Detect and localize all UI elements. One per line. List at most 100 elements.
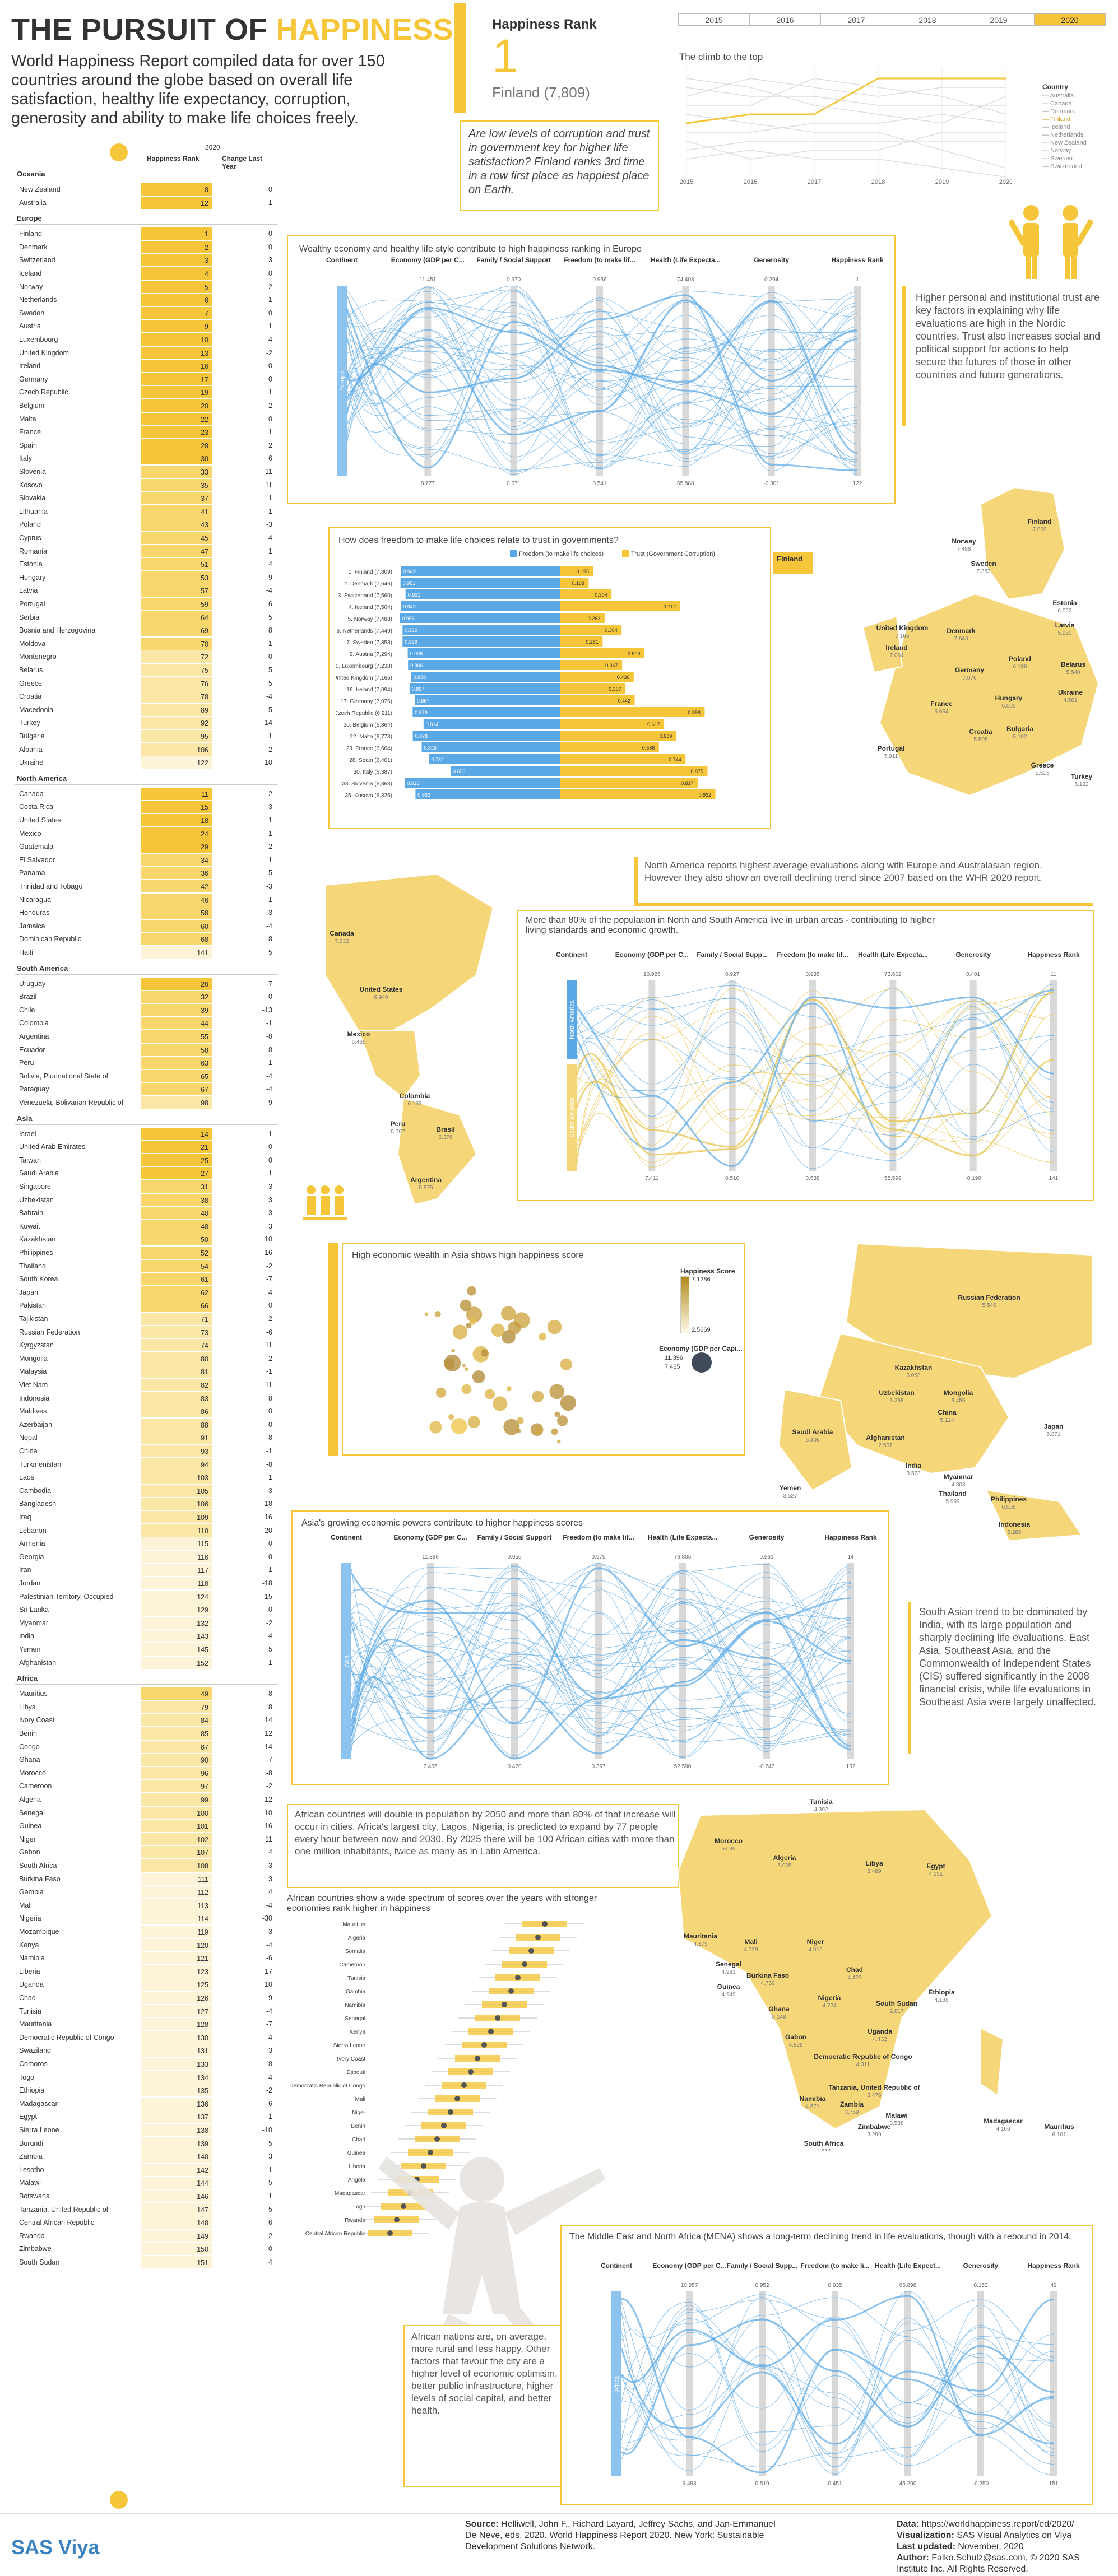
rank-cell: 105 [141, 1484, 212, 1497]
trust-row-label: 7. Sweden (7,353) [346, 640, 392, 646]
map-region [845, 1243, 1093, 1379]
rank-cell: 12 [141, 196, 212, 209]
trust-row-label: 17. Germany (7,076) [341, 699, 392, 705]
rank-cell: 152 [141, 1656, 212, 1669]
year-tab-2018[interactable]: 2018 [892, 13, 963, 26]
change-cell: -6 [266, 1954, 272, 1963]
table-row: Moldova 70 1 [15, 637, 278, 650]
change-cell: 4 [268, 1288, 272, 1296]
freedom-value: 0.825 [424, 745, 437, 751]
parallel-axis-max: 66.898 [899, 2282, 917, 2289]
country-name: Kenya [19, 1941, 39, 1949]
parallel-line [621, 2318, 1054, 2466]
table-row: Sri Lanka 129 0 [15, 1603, 278, 1616]
data-label: Data: [897, 2519, 920, 2529]
change-cell: -8 [266, 1033, 272, 1040]
change-cell: -4 [266, 1072, 272, 1080]
table-row: Taiwan 25 0 [15, 1154, 278, 1167]
parallel-line [346, 294, 858, 472]
map-country-label: Norway [952, 537, 976, 545]
parallel-line [621, 2318, 1054, 2455]
year-tab-2016[interactable]: 2016 [749, 13, 821, 26]
change-cell: 2 [268, 1354, 272, 1363]
map-country-label: Chad [846, 1966, 863, 1974]
table-row: Slovenia 33 11 [15, 465, 278, 478]
country-name: Czech Republic [19, 388, 68, 397]
country-name: Mongolia [19, 1354, 48, 1363]
freedom-bar [405, 778, 560, 788]
change-cell: 3 [268, 2152, 272, 2161]
year-tab-2019[interactable]: 2019 [963, 13, 1035, 26]
table-row: Senegal 100 10 [15, 1806, 278, 1820]
change-cell: 3 [268, 1486, 272, 1495]
map-country-label: Tunisia [809, 1798, 832, 1806]
freedom-value: 0.921 [408, 592, 421, 598]
country-name: Madagascar [19, 2099, 58, 2108]
table-row: Kyrgyzstan 74 11 [15, 1338, 278, 1352]
country-name: Morocco [19, 1769, 46, 1777]
parallel-axis-label: Family / Social Supp... [697, 951, 768, 959]
rank-cell: 15 [141, 801, 212, 813]
parallel-axis-min: 7.465 [423, 1764, 437, 1770]
map-country-value: 4.423 [847, 1975, 861, 1981]
map-country-value: 4.392 [814, 1807, 828, 1813]
country-name: Malta [19, 415, 36, 423]
parallel-line [346, 290, 858, 452]
africa-note: African countries will double in populat… [295, 1809, 676, 1857]
table-row: Algeria 99 -12 [15, 1793, 278, 1806]
country-name: Germany [19, 375, 48, 383]
country-name: Viet Nam [19, 1381, 48, 1389]
trust-bar [560, 589, 612, 599]
rank-cell: 30 [141, 452, 212, 465]
accent-bar [454, 3, 466, 113]
rank-cell: 63 [141, 1057, 212, 1070]
parallel-line [346, 302, 858, 462]
map-country-value: 7.165 [895, 633, 909, 639]
rank-cell: 112 [141, 1886, 212, 1899]
parallel-axis-min: 52.590 [674, 1764, 692, 1770]
africa-range-median [535, 1935, 541, 1940]
country-name: United Kingdom [19, 348, 69, 357]
table-row: Jamaica 60 -4 [15, 919, 278, 933]
rank-cell: 141 [141, 946, 212, 959]
africa-range-median [488, 2029, 494, 2034]
table-row: Ethiopia 135 -2 [15, 2084, 278, 2097]
americas-parallel-chart: Continent Economy (GDP per C... 10.926 7.41… [556, 951, 1080, 1182]
parallel-axis-label: Freedom (to make lif... [563, 1533, 634, 1541]
change-cell: 0 [268, 230, 272, 238]
trust-chart: Freedom (to make life choices) Trust (Gov… [336, 550, 716, 799]
freedom-value: 0.949 [403, 569, 416, 574]
map-country-label: Philippines [991, 1495, 1027, 1503]
table-row: Egypt 137 -1 [15, 2110, 278, 2123]
country-name: Nepal [19, 1434, 38, 1442]
year-tab-2020[interactable]: 2020 [1034, 13, 1106, 26]
rank-cell: 60 [141, 919, 212, 932]
map-country-label: Belarus [1061, 661, 1085, 668]
parallel-line [621, 2294, 1054, 2456]
africa-range-median [475, 2056, 480, 2061]
europe-note-box [902, 286, 1104, 426]
parallel-line [350, 1567, 851, 1747]
parallel-line [350, 1597, 851, 1760]
year-tab-2015[interactable]: 2015 [678, 13, 750, 26]
map-country-value: 5.546 [982, 1303, 996, 1309]
table-row: Colombia 44 -1 [15, 1016, 278, 1030]
rank-cell: 108 [141, 1859, 212, 1872]
change-cell: 7 [268, 1756, 272, 1764]
country-name: Mali [19, 1901, 32, 1909]
parallel-line [351, 1569, 851, 1743]
table-row: France 23 1 [15, 425, 278, 439]
trust-value: 0.367 [605, 663, 618, 668]
rank-cell: 54 [141, 1259, 212, 1272]
trust-bar [560, 789, 716, 799]
table-row: Luxembourg 10 4 [15, 333, 278, 346]
data-link[interactable]: https://worldhappiness.report/ed/2020/ [921, 2519, 1074, 2529]
map-country-label: Yemen [780, 1484, 801, 1492]
change-cell: 5 [268, 613, 272, 621]
country-name: Costa Rica [19, 803, 54, 811]
africa-range-label: Democratic Republic of Congo [289, 2083, 365, 2089]
table-row: Costa Rica 15 -3 [15, 800, 278, 813]
country-name: Kosovo [19, 481, 43, 489]
table-row: Spain 28 2 [15, 439, 278, 452]
year-tab-2017[interactable]: 2017 [820, 13, 892, 26]
